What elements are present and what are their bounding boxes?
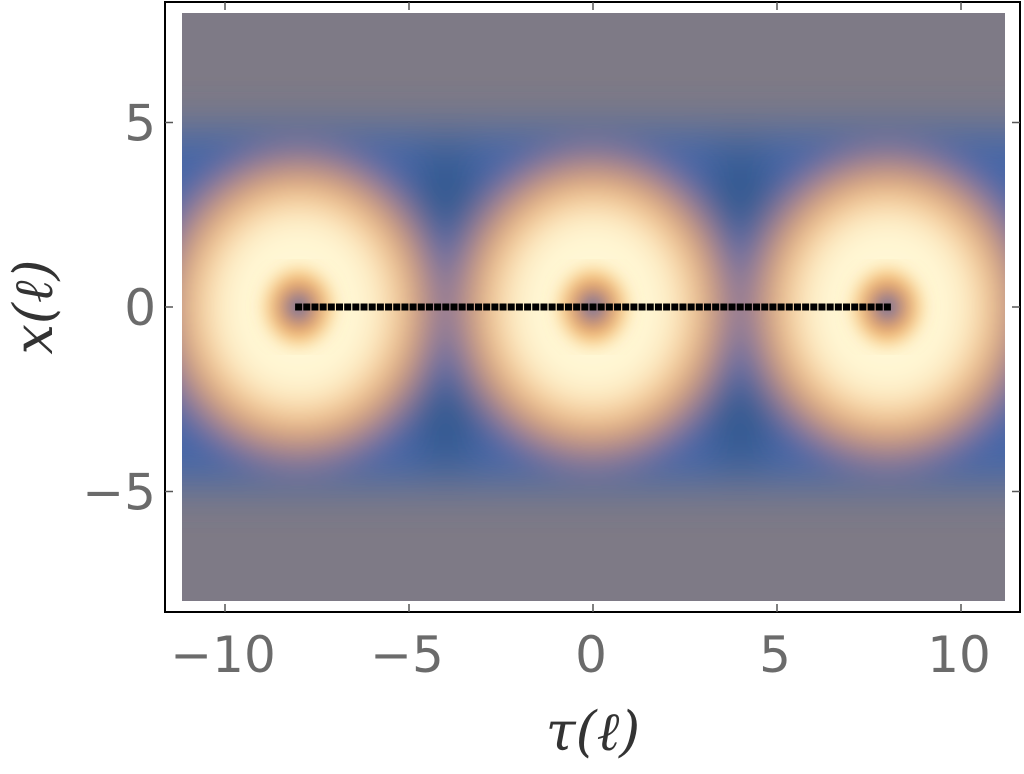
- path-dot: [597, 303, 605, 311]
- path-dot: [622, 303, 630, 311]
- path-dot: [703, 303, 711, 311]
- x-tick-label: 0: [575, 626, 607, 684]
- path-dot: [368, 303, 376, 311]
- path-dot: [393, 303, 401, 311]
- path-dot: [826, 303, 834, 311]
- path-dot: [638, 303, 646, 311]
- path-dot: [663, 303, 671, 311]
- path-dot: [581, 303, 589, 311]
- path-dot: [466, 303, 474, 311]
- path-dot: [450, 303, 458, 311]
- path-dot: [303, 303, 311, 311]
- x-tick-label: 10: [927, 626, 991, 684]
- path-dot: [720, 303, 728, 311]
- path-dot: [556, 303, 564, 311]
- path-dot: [311, 303, 319, 311]
- path-dot: [564, 303, 572, 311]
- path-dot: [744, 303, 752, 311]
- path-dot: [458, 303, 466, 311]
- path-dot: [671, 303, 679, 311]
- path-dot: [614, 303, 622, 311]
- heatmap-saddle: [714, 144, 767, 233]
- path-dot: [532, 303, 540, 311]
- dotted-path: [295, 303, 891, 311]
- path-dot: [589, 303, 597, 311]
- path-dot: [712, 303, 720, 311]
- path-dot: [573, 303, 581, 311]
- path-dot: [695, 303, 703, 311]
- heatmap-saddle: [419, 144, 472, 233]
- path-dot: [883, 303, 891, 311]
- path-dot: [335, 303, 343, 311]
- y-tick-label: 0: [124, 279, 156, 337]
- path-dot: [802, 303, 810, 311]
- path-dot: [327, 303, 335, 311]
- path-dot: [605, 303, 613, 311]
- x-tick-label: −10: [170, 626, 276, 684]
- y-axis-label: x(ℓ): [2, 259, 65, 354]
- path-dot: [630, 303, 638, 311]
- heatmap-saddle: [714, 381, 767, 470]
- y-tick-label: −5: [82, 464, 156, 522]
- path-dot: [818, 303, 826, 311]
- path-dot: [385, 303, 393, 311]
- path-dot: [499, 303, 507, 311]
- path-dot: [728, 303, 736, 311]
- path-dot: [475, 303, 483, 311]
- path-dot: [434, 303, 442, 311]
- path-dot: [548, 303, 556, 311]
- path-dot: [736, 303, 744, 311]
- path-dot: [769, 303, 777, 311]
- path-dot: [785, 303, 793, 311]
- path-dot: [360, 303, 368, 311]
- path-dot: [654, 303, 662, 311]
- path-dot: [417, 303, 425, 311]
- path-dot: [524, 303, 532, 311]
- path-dot: [507, 303, 515, 311]
- path-dot: [376, 303, 384, 311]
- path-dot: [875, 303, 883, 311]
- path-dot: [319, 303, 327, 311]
- path-dot: [793, 303, 801, 311]
- path-dot: [834, 303, 842, 311]
- path-dot: [646, 303, 654, 311]
- path-dot: [867, 303, 875, 311]
- path-dot: [409, 303, 417, 311]
- path-dot: [843, 303, 851, 311]
- path-dot: [859, 303, 867, 311]
- path-dot: [810, 303, 818, 311]
- path-dot: [352, 303, 360, 311]
- x-tick-label: 5: [759, 626, 791, 684]
- path-dot: [442, 303, 450, 311]
- y-tick-label: 5: [124, 95, 156, 153]
- x-tick-label: −5: [370, 626, 444, 684]
- path-dot: [753, 303, 761, 311]
- x-axis-label: τ(ℓ): [546, 700, 641, 763]
- path-dot: [401, 303, 409, 311]
- heatmap-saddle: [419, 381, 472, 470]
- path-dot: [761, 303, 769, 311]
- path-dot: [679, 303, 687, 311]
- path-dot: [483, 303, 491, 311]
- path-dot: [540, 303, 548, 311]
- path-dot: [425, 303, 433, 311]
- axis-ticks: −10 −5 0 5 10 −5 0 5: [82, 2, 1020, 684]
- path-dot: [687, 303, 695, 311]
- path-dot: [491, 303, 499, 311]
- path-dot: [515, 303, 523, 311]
- path-dot: [295, 303, 303, 311]
- path-dot: [777, 303, 785, 311]
- path-dot: [344, 303, 352, 311]
- path-dot: [851, 303, 859, 311]
